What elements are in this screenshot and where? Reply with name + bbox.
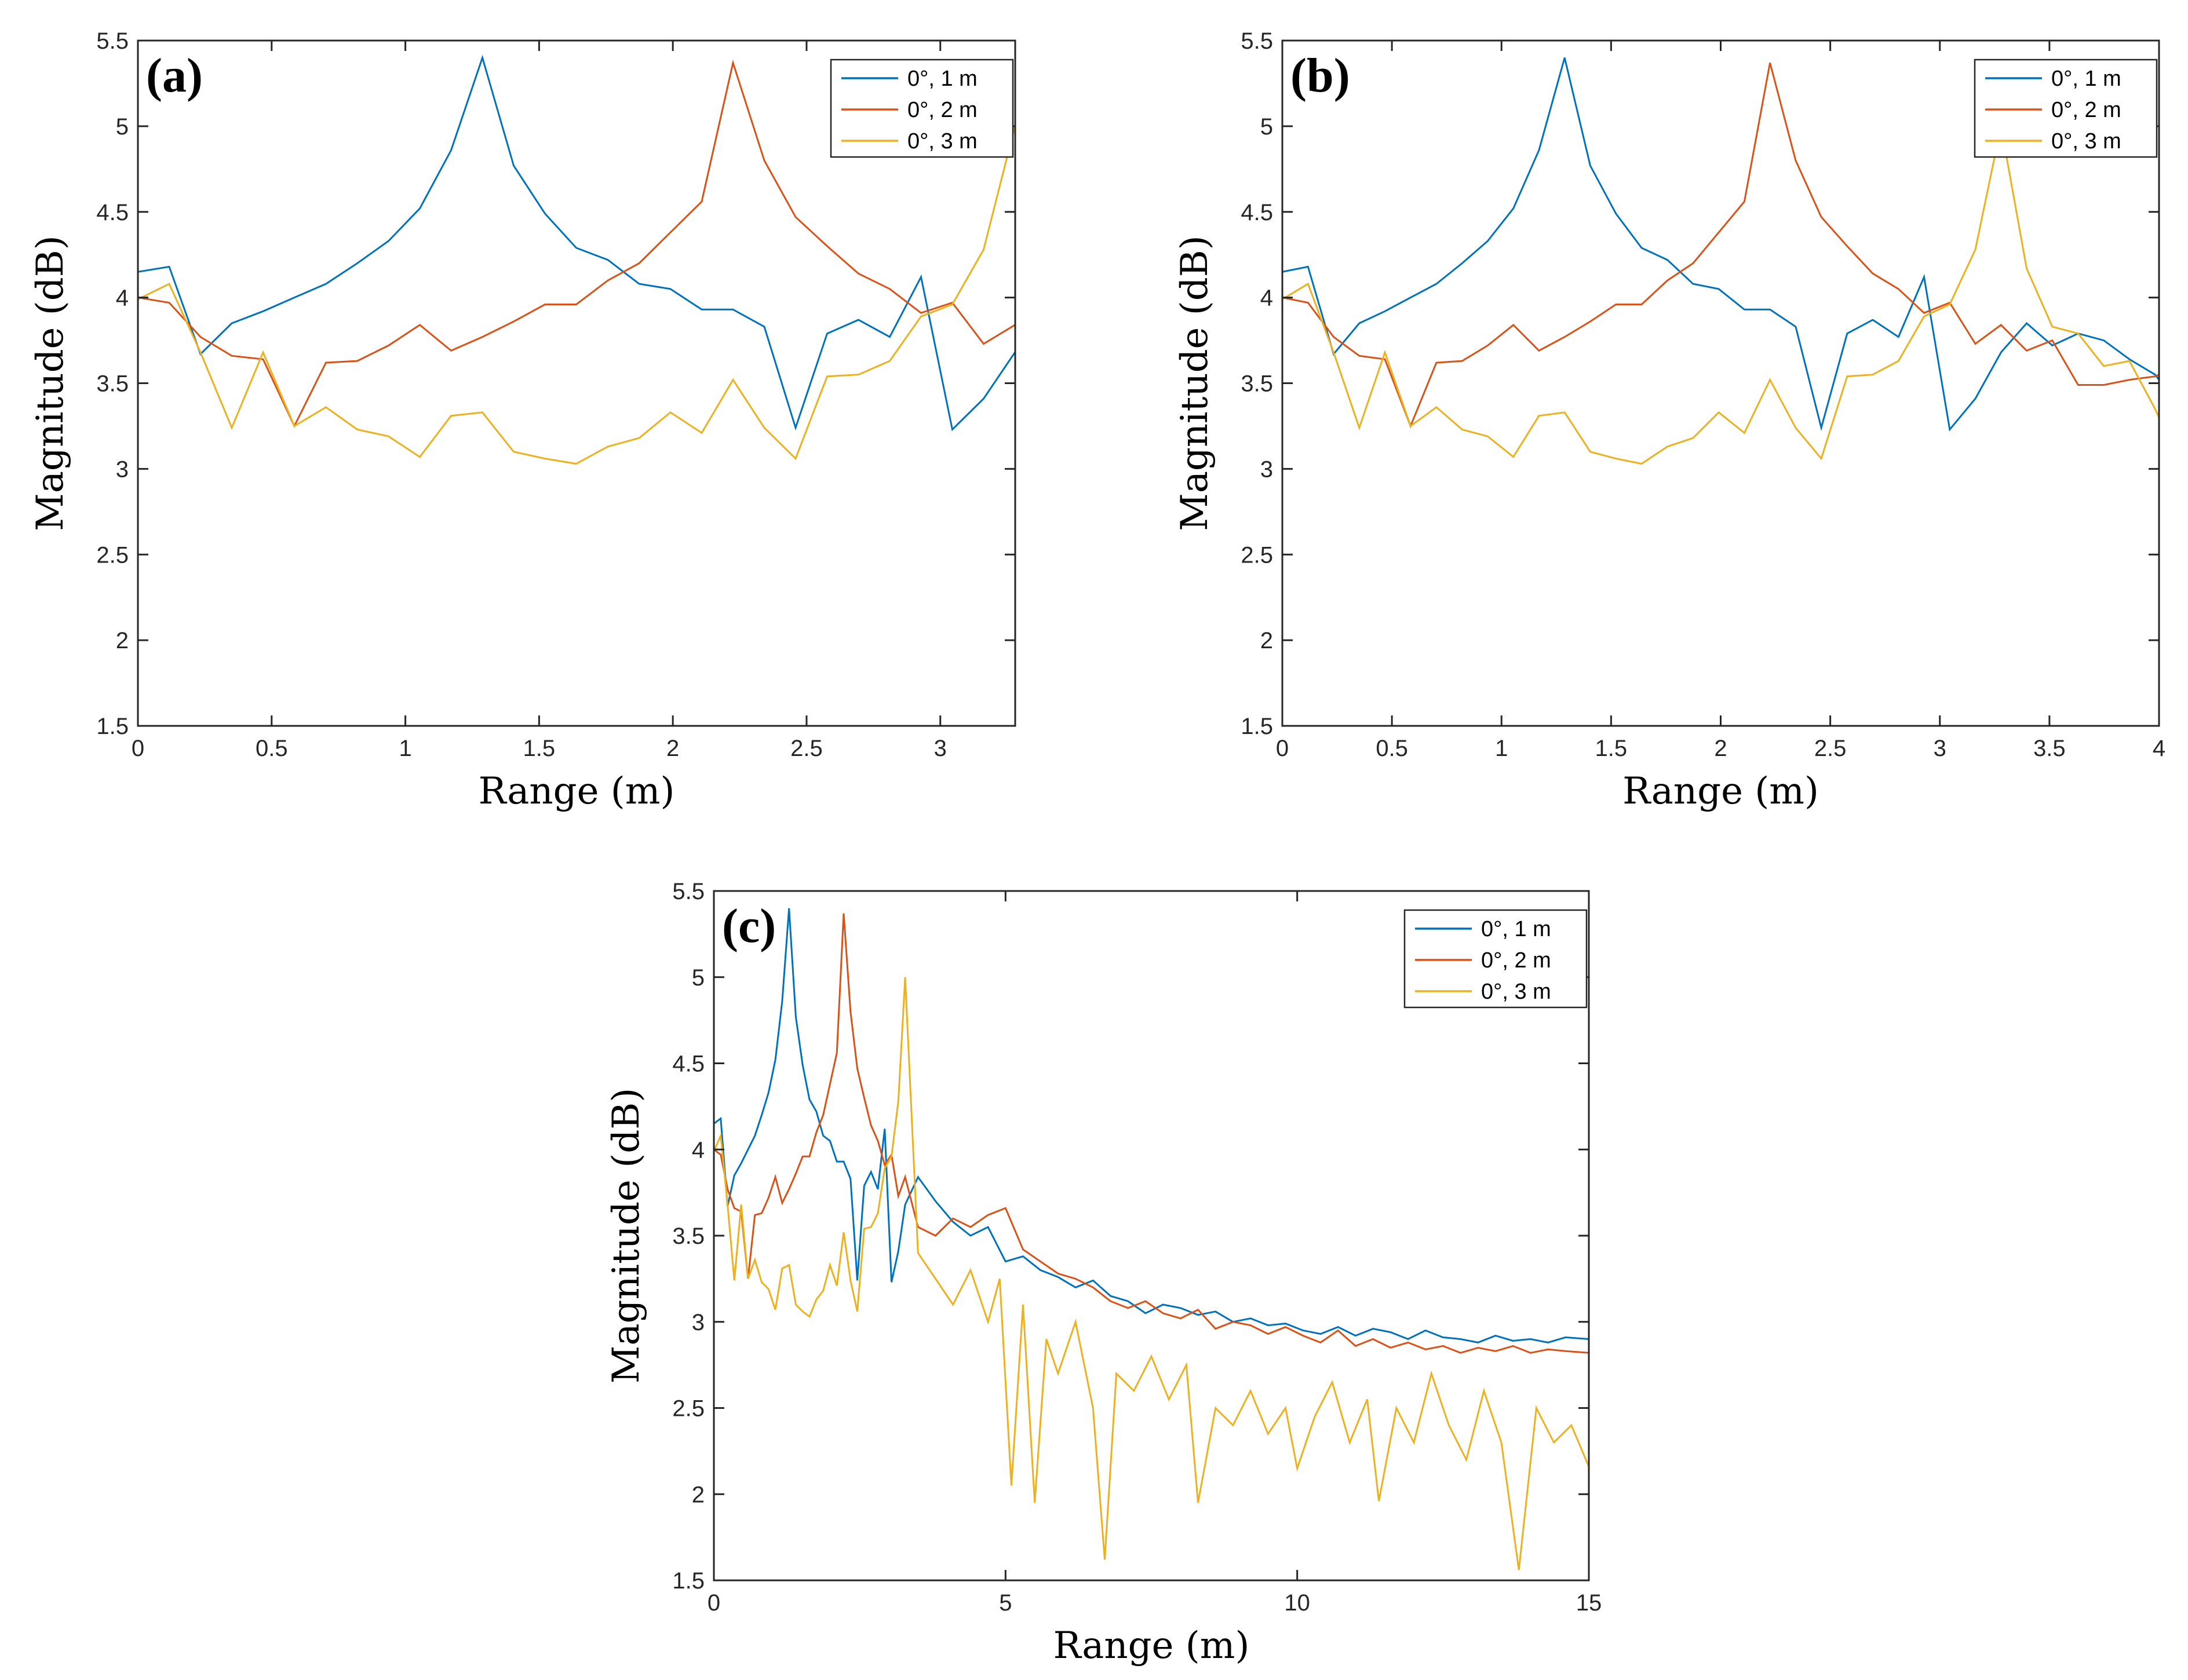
- panel-c-y-tick-label: 2.5: [672, 1396, 705, 1422]
- panel-b-x-tick-label: 1.5: [1595, 736, 1628, 761]
- panel-b-y-tick-label: 2: [1260, 628, 1273, 653]
- panel-c-x-tick-label: 10: [1284, 1590, 1310, 1616]
- panel-c-x-tick-label: 0: [708, 1590, 720, 1616]
- panel-a-x-tick-label: 0: [132, 736, 144, 761]
- panel-c-x-axis-label: Range (m): [1053, 1624, 1250, 1667]
- panel-c-panel-label: (c): [722, 899, 776, 953]
- panel-c-y-tick-label: 3: [692, 1310, 705, 1335]
- panel-a-legend-label-1: 0°, 1 m: [907, 67, 978, 91]
- panel-b-y-tick-label: 3: [1260, 456, 1273, 482]
- panel-b-series-line-1: [1282, 57, 2159, 432]
- panel-a-x-tick-label: 1: [399, 736, 411, 761]
- panel-a-y-tick-label: 4: [116, 286, 129, 311]
- panel-a-x-tick-label: 0.5: [256, 736, 288, 761]
- panel-c-x-tick-label: 5: [999, 1590, 1012, 1616]
- panel-b-y-tick-label: 1.5: [1241, 714, 1273, 739]
- panel-b-y-tick-label: 5: [1260, 114, 1273, 140]
- panel-b-y-tick-label: 4: [1260, 286, 1273, 311]
- panel-a-y-tick-label: 4.5: [96, 200, 129, 225]
- panel-b-x-tick-label: 3.5: [2033, 736, 2066, 761]
- panel-c-series-line-2: [714, 913, 1589, 1354]
- panel-b-y-tick-label: 5.5: [1241, 28, 1273, 54]
- panel-c-y-tick-label: 4.5: [672, 1051, 705, 1077]
- panel-b-series-line-3: [1282, 126, 2159, 465]
- panel-b-x-tick-label: 0: [1276, 736, 1289, 761]
- panel-a-y-axis-label: Magnitude (dB): [29, 235, 72, 531]
- panel-a-x-tick-label: 2: [666, 736, 679, 761]
- panel-b-y-tick-label: 3.5: [1241, 371, 1273, 397]
- panel-c-y-tick-label: 5: [692, 965, 705, 991]
- panel-c-legend-label-3: 0°, 3 m: [1481, 980, 1551, 1004]
- panel-b-x-axis-label: Range (m): [1622, 770, 1819, 813]
- panel-a-panel-label: (a): [146, 49, 203, 103]
- panel-c-legend-label-1: 0°, 1 m: [1481, 917, 1551, 941]
- panel-b-legend-label-1: 0°, 1 m: [2051, 67, 2121, 91]
- panel-b-chart: 0 0.5 1 1.5 2 2.5 3 3.5 4 1.5 2 2.5 3 3.5 4 4.5 5 5.5 Rang…: [1173, 28, 2165, 813]
- panel-a-x-tick-label: 2.5: [790, 736, 823, 761]
- panel-b-panel-label: (b): [1290, 49, 1350, 103]
- panel-c-y-tick-label: 4: [692, 1137, 705, 1163]
- panel-a-series-line-3: [138, 126, 1015, 465]
- panel-b-series-line-2: [1282, 63, 2159, 429]
- panel-c-x-tick-label: 15: [1576, 1590, 1602, 1616]
- panel-a-y-tick-label: 3: [116, 456, 129, 482]
- panel-b-legend-label-3: 0°, 3 m: [2051, 129, 2121, 154]
- panel-b-x-tick-label: 2.5: [1814, 736, 1847, 761]
- panel-c-y-tick-label: 3.5: [672, 1224, 705, 1249]
- panel-b-y-axis-label: Magnitude (dB): [1173, 235, 1216, 531]
- panel-a-y-tick-label: 3.5: [96, 371, 129, 397]
- panel-b-legend-label-2: 0°, 2 m: [2051, 98, 2121, 122]
- panel-a-y-tick-label: 2: [116, 628, 129, 653]
- panel-b-x-tick-label: 4: [2153, 736, 2165, 761]
- panel-b-y-tick-label: 4.5: [1241, 200, 1273, 225]
- panel-c-series-line-1: [714, 908, 1589, 1343]
- panel-a-legend-label-3: 0°, 3 m: [907, 129, 978, 154]
- panel-c-y-axis-label: Magnitude (dB): [605, 1088, 648, 1383]
- panel-a-x-tick-label: 3: [934, 736, 947, 761]
- panel-c-series-line-3: [714, 977, 1589, 1571]
- panel-b-y-tick-label: 2.5: [1241, 542, 1273, 568]
- panel-a-y-tick-label: 1.5: [96, 714, 129, 739]
- panel-a-x-axis-label: Range (m): [479, 770, 675, 813]
- panel-a-legend-label-2: 0°, 2 m: [907, 98, 978, 122]
- panel-a-chart: 0 0.5 1 1.5 2 2.5 3 1.5 2 2.5 3 3.5 4 4.5 5 5.5 Range (m…: [29, 28, 1016, 813]
- panel-a-x-tick-label: 1.5: [523, 736, 556, 761]
- panel-a-y-tick-label: 5.5: [96, 28, 129, 54]
- panel-c-y-tick-label: 5.5: [672, 879, 705, 904]
- panel-c-chart: 0 5 10 15 1.5 2 2.5 3 3.5 4 4.5 5 5.5 Range (m) Magnit…: [605, 879, 1602, 1667]
- panel-a-y-tick-label: 2.5: [96, 542, 129, 568]
- panel-b-x-tick-label: 1: [1495, 736, 1508, 761]
- panel-b-x-tick-label: 3: [1934, 736, 1946, 761]
- panel-a-y-tick-label: 5: [116, 114, 129, 140]
- panel-b-x-tick-label: 2: [1714, 736, 1727, 761]
- panel-a-series-line-1: [138, 54, 1015, 432]
- panel-c-y-tick-label: 2: [692, 1482, 705, 1507]
- panel-c-y-tick-label: 1.5: [672, 1568, 705, 1594]
- panel-a-series-line-2: [138, 59, 1015, 428]
- panel-c-legend-label-2: 0°, 2 m: [1481, 948, 1551, 973]
- panel-b-x-tick-label: 0.5: [1376, 736, 1408, 761]
